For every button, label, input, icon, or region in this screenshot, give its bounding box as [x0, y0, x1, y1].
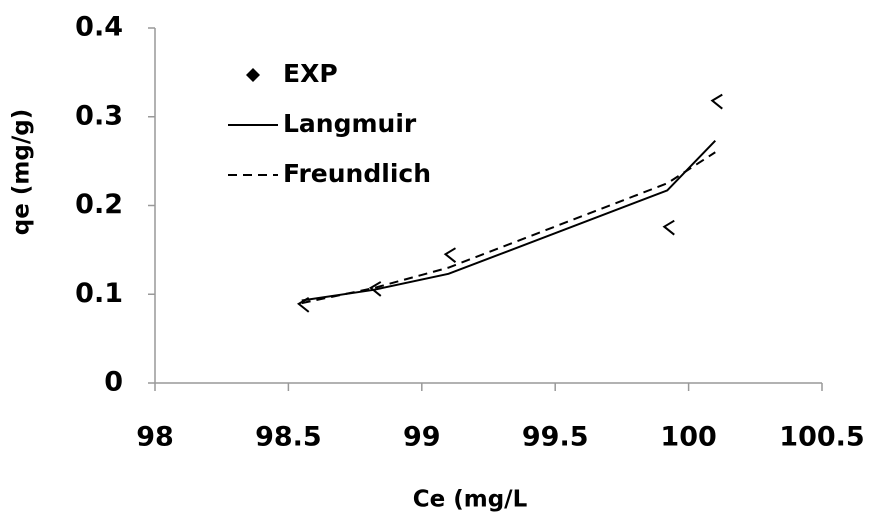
- x-tick-label: 99.5: [522, 422, 589, 453]
- legend-label: Langmuir: [283, 109, 417, 138]
- x-tick-label: 98: [136, 422, 174, 453]
- y-tick-label: 0.3: [75, 100, 123, 131]
- series-line: [301, 151, 716, 305]
- y-tick-label: 0.1: [75, 278, 123, 309]
- legend-marker: [246, 68, 260, 82]
- x-tick-label: 99: [403, 422, 441, 453]
- y-tick-label: 0.4: [75, 12, 123, 43]
- y-axis-label: qe (mg/g): [9, 109, 35, 235]
- legend-label: EXP: [283, 59, 338, 88]
- exp-marker: [369, 281, 382, 297]
- y-tick-label: 0: [104, 367, 123, 398]
- x-tick-label: 100.5: [779, 422, 864, 453]
- x-axis-label: Ce (mg/L: [413, 487, 528, 513]
- exp-marker: [662, 219, 675, 236]
- y-tick-label: 0.2: [75, 189, 123, 220]
- x-tick-label: 98.5: [255, 422, 322, 453]
- x-tick-label: 100: [660, 422, 716, 453]
- exp-marker: [710, 93, 723, 110]
- legend-label: Freundlich: [283, 159, 431, 188]
- exp-marker: [443, 247, 457, 263]
